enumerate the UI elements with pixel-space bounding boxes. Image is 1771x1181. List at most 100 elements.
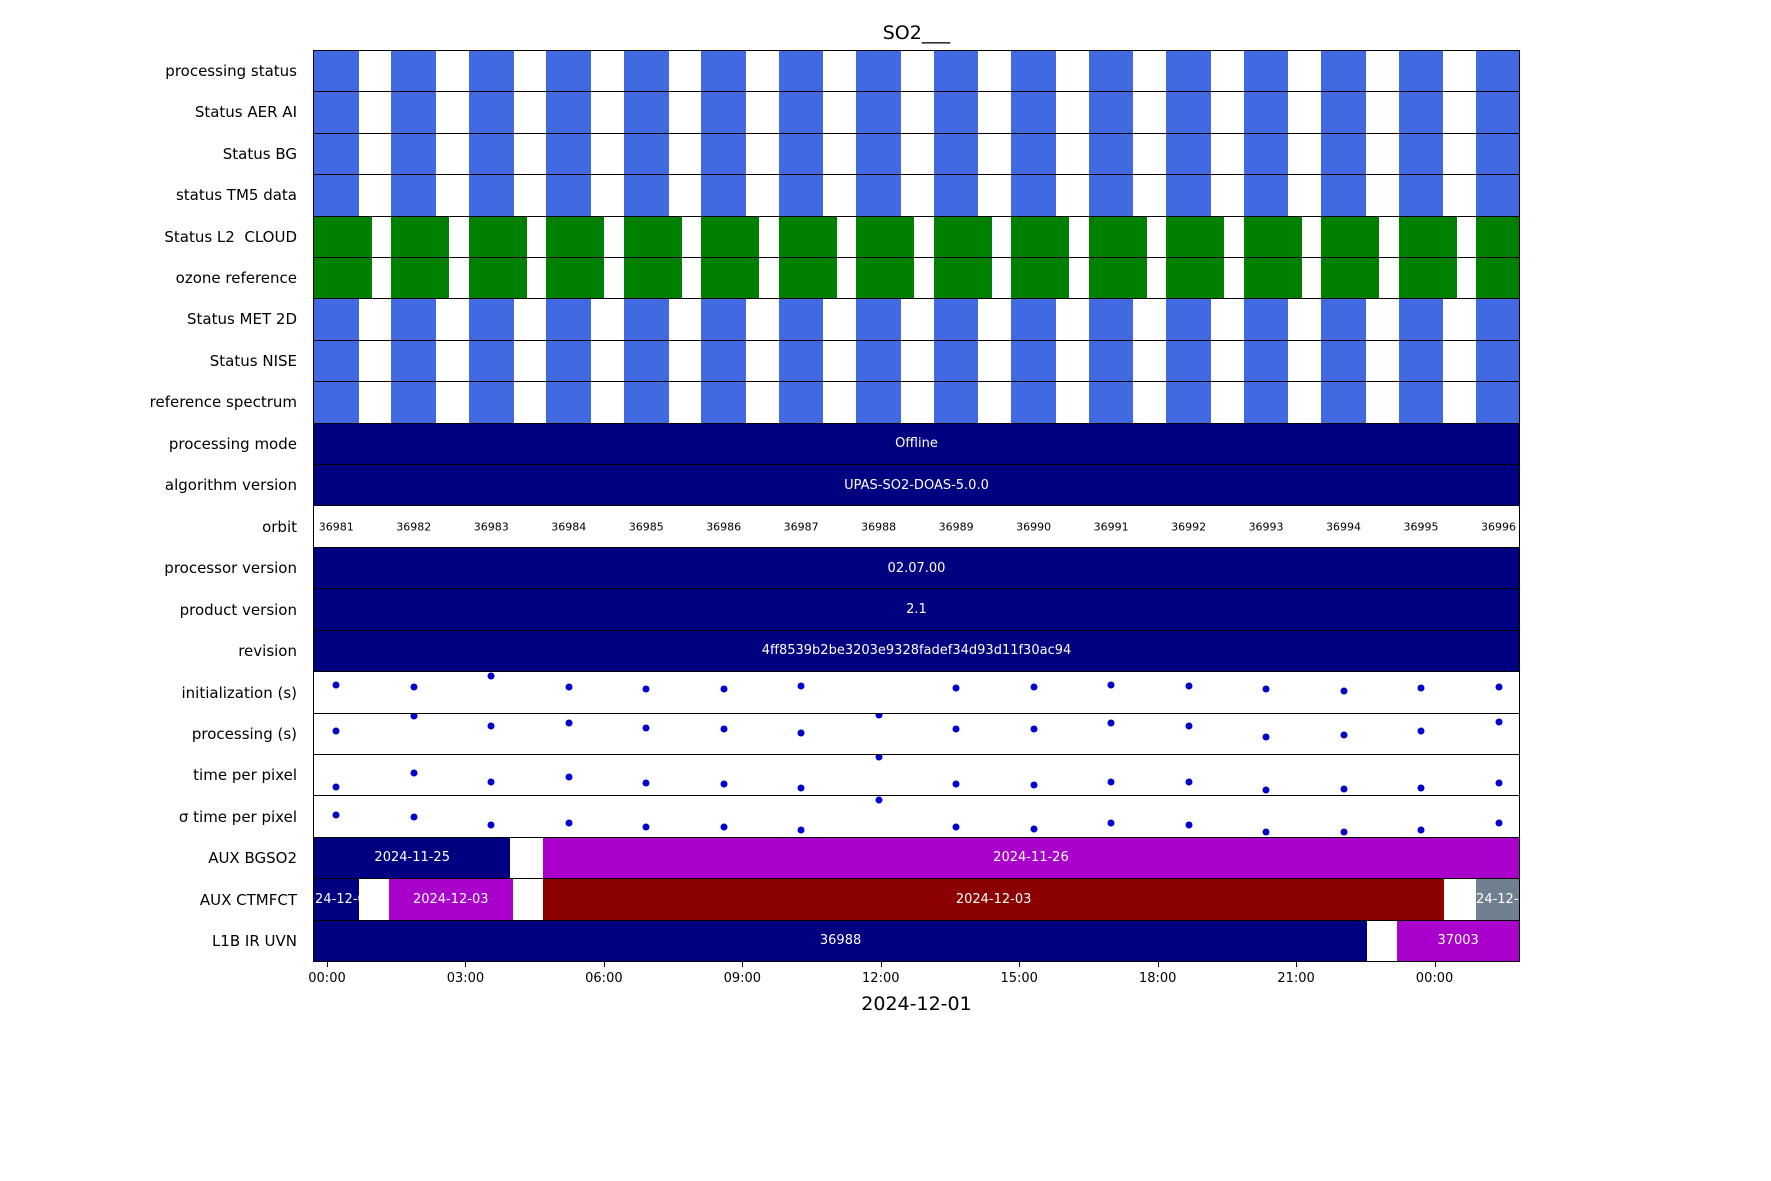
data-point [332,727,340,735]
data-point [1030,725,1038,733]
status-bar [1166,175,1211,216]
status-bar [391,258,450,299]
status-bar [1321,92,1366,133]
status-bar [701,92,746,133]
status-bar [933,175,979,216]
x-tick-label: 03:00 [446,971,485,986]
segment-label: 2024-11-25 [374,850,450,866]
data-point [1262,733,1270,741]
status-bar [1398,382,1444,423]
status-bar [1476,133,1519,175]
x-tick [603,962,605,967]
data-point [1495,819,1502,827]
row-reference-spectrum [314,382,1519,424]
x-tick [1019,962,1021,967]
data-point [720,685,728,693]
status-bar [933,258,992,299]
status-bar [1476,382,1519,423]
row-label-status-l2-cloud: Status L2 CLOUD [164,227,297,246]
orbit-number: 36996 [1481,520,1516,534]
status-bar [1398,133,1444,175]
x-tick-label: 00:00 [308,971,346,986]
status-bar [468,299,514,340]
status-bar [546,382,592,423]
status-bar [778,216,837,258]
status-bar [1243,175,1289,216]
timeline-segment: 36988 [314,920,1368,961]
row-status-l2-cloud [314,216,1519,259]
data-point [720,725,728,733]
segment-label: 2024-12-02 [314,891,359,907]
status-bar [623,133,669,175]
status-bar [1243,299,1289,340]
status-bar [1011,382,1056,423]
data-point [797,826,805,834]
status-bar [933,382,979,423]
orbit-number: 36981 [318,520,354,534]
status-bar [314,258,372,299]
orbit-number: 36993 [1248,520,1284,534]
status-bar [314,133,359,175]
data-point [642,685,650,693]
status-bar [546,51,592,92]
row-status-met-2d [314,299,1519,341]
row-status-nise [314,340,1519,383]
data-point [332,811,340,819]
plot-area: Offline UPAS-SO2-DOAS-5.0.0 36981 36982 3698… [313,50,1520,962]
data-point [1417,727,1425,735]
data-point [1495,683,1502,691]
data-point [952,780,960,788]
status-bar [314,382,359,423]
x-tick [327,962,328,967]
status-bar [1321,51,1366,92]
status-bar [314,51,359,92]
data-point [1340,785,1348,793]
status-bar [1088,133,1134,175]
row-label-status-aer-ai: Status AER AI [194,103,297,122]
status-bar [623,175,669,216]
status-bar [701,258,760,299]
status-bar [778,340,824,382]
status-bar [468,382,514,423]
row-labels: processing status Status AER AI Status BG s… [0,50,306,962]
status-bar [1011,133,1056,175]
row-label-revision: revision [238,642,297,661]
x-tick [742,962,744,967]
status-bar [468,216,527,258]
status-bar [1321,299,1366,340]
status-bar [933,133,979,175]
x-tick-label: 00:00 [1415,971,1454,986]
status-bar [1398,216,1457,258]
status-bar [391,382,437,423]
data-point [642,823,650,831]
data-point [332,681,340,689]
orbit-number: 36988 [861,520,897,534]
row-time-per-pixel [314,796,1519,838]
orbit-number: 36987 [783,520,819,534]
status-bar [623,258,682,299]
status-bar [1166,258,1225,299]
status-bar [1243,382,1289,423]
status-bar [1088,92,1134,133]
data-point [797,729,805,737]
status-bar [623,51,669,92]
status-bar [391,216,450,258]
x-axis-label: 2024-12-01 [861,993,972,1015]
row-label-aux-bgso2: AUX BGSO2 [208,849,297,868]
row-label-status-met-2d: Status MET 2D [186,310,297,329]
x-tick-label: 06:00 [585,971,623,986]
row-label-ozone-reference: ozone reference [175,268,297,287]
data-point [1340,828,1348,836]
row-label-aux-ctmfct: AUX CTMFCT [199,890,297,909]
status-bar [1321,258,1380,299]
x-tick [1434,962,1436,967]
status-bar [933,299,979,340]
segment-label: 37003 [1437,933,1479,949]
status-bar [623,299,669,340]
status-bar [778,258,837,299]
row-ozone-reference [314,258,1519,300]
status-bar [701,133,746,175]
status-bar [1243,340,1289,382]
status-bar [1011,216,1070,258]
